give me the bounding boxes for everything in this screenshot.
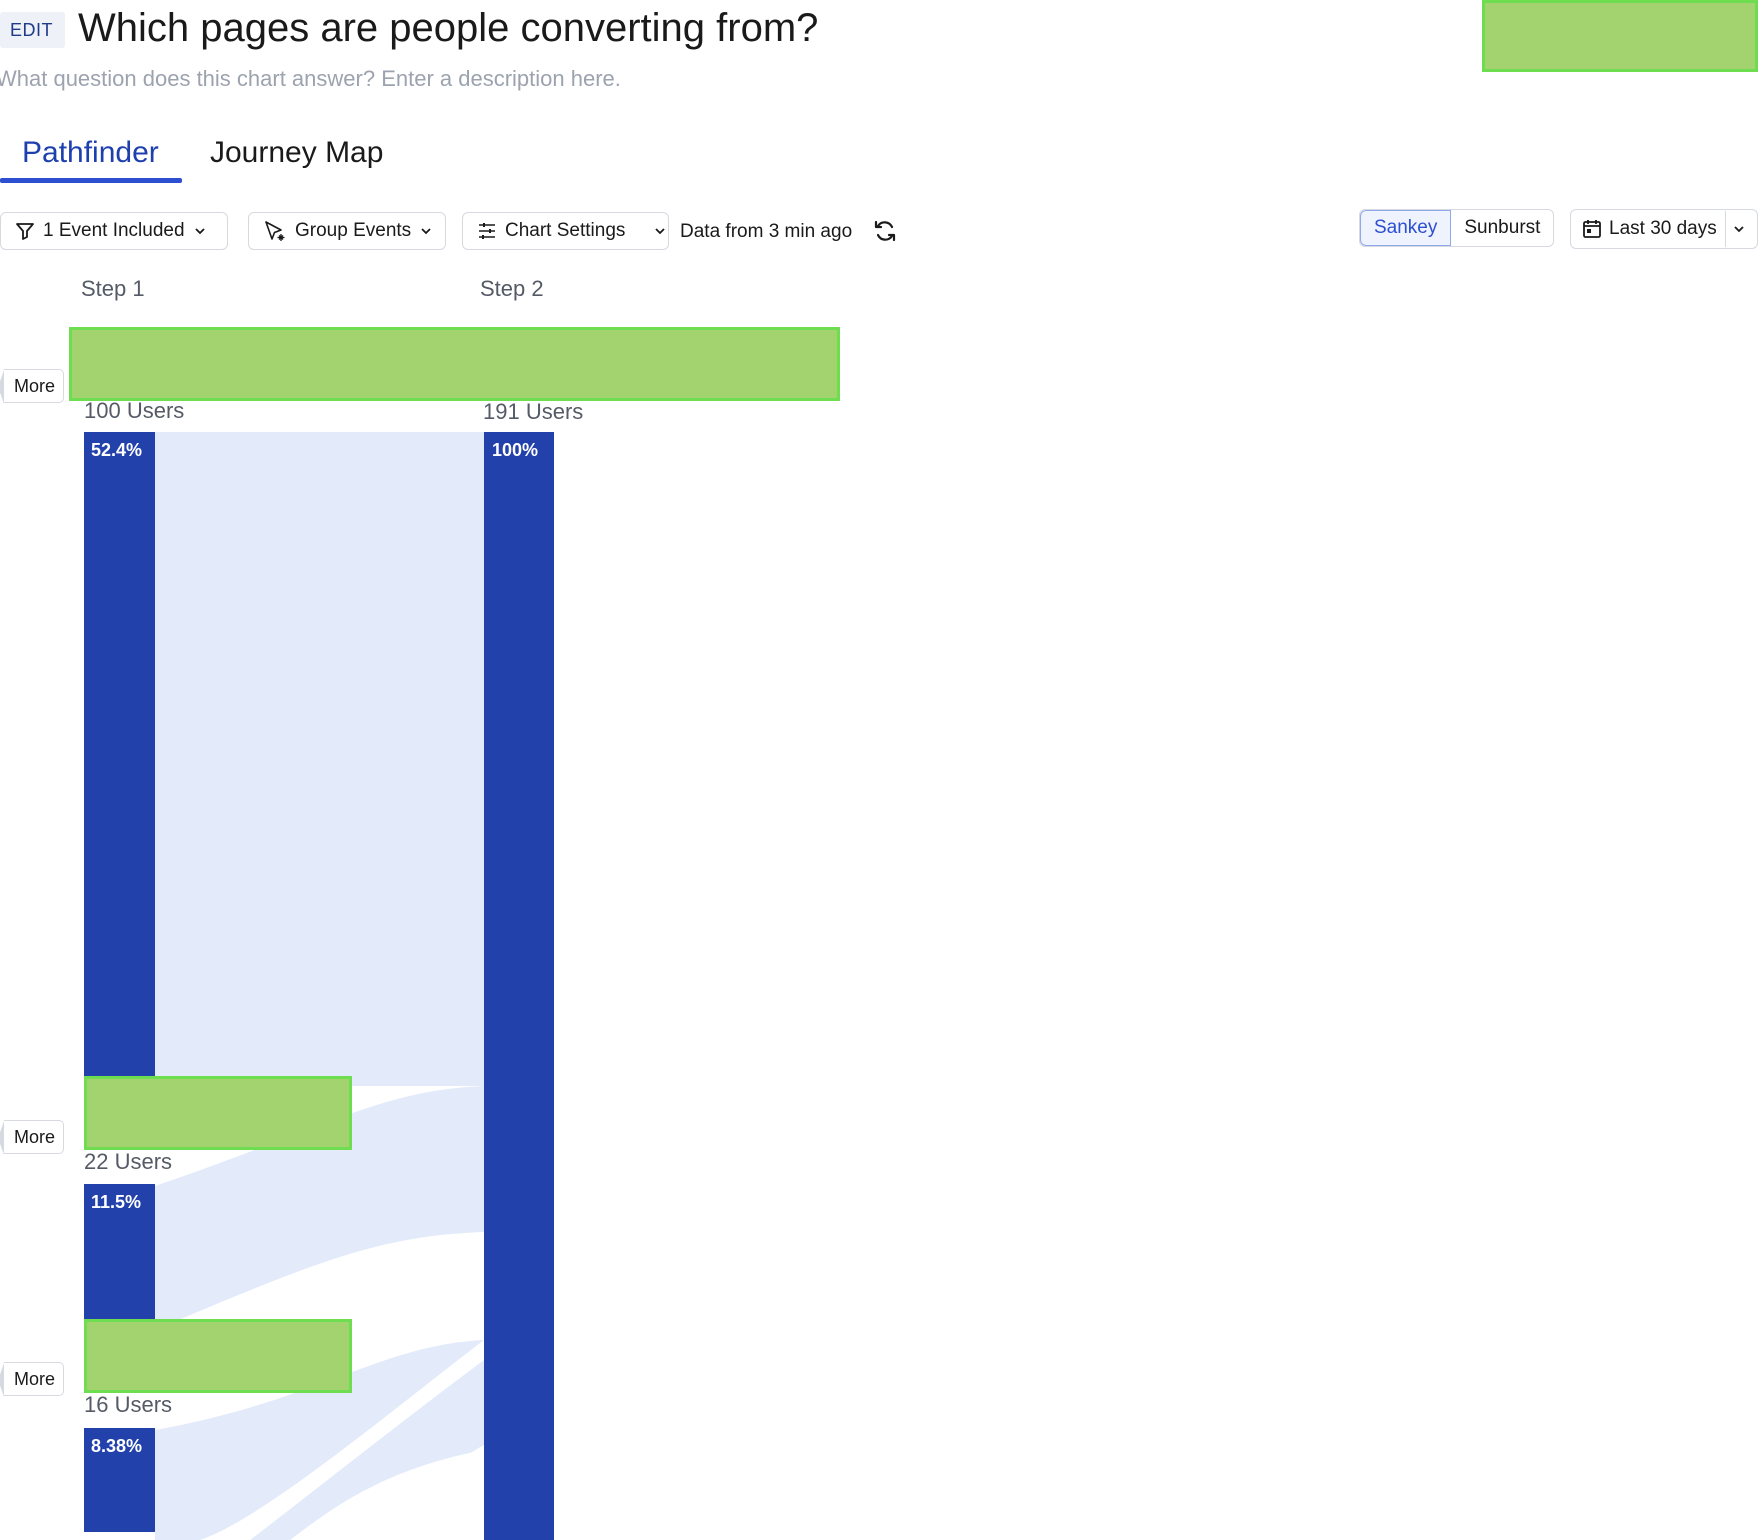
tab-pathfinder[interactable]: Pathfinder bbox=[22, 136, 159, 169]
chart-settings-label: Chart Settings bbox=[505, 220, 626, 241]
split-divider bbox=[1724, 211, 1726, 247]
node-users-label: 100 Users bbox=[84, 398, 185, 423]
tab-journey-map[interactable]: Journey Map bbox=[210, 136, 384, 169]
chevron-down-icon[interactable] bbox=[653, 224, 667, 238]
group-events-label: Group Events bbox=[295, 220, 412, 241]
view-mode-sankey[interactable]: Sankey bbox=[1360, 210, 1452, 246]
events-filter-label: 1 Event Included bbox=[43, 220, 185, 241]
more-button-node-1[interactable]: More bbox=[0, 369, 65, 404]
step1-node-bar[interactable] bbox=[84, 1184, 155, 1328]
more-button-node-3[interactable]: More bbox=[0, 1362, 65, 1397]
chevron-down-icon bbox=[194, 228, 205, 235]
events-filter-button[interactable]: 1 Event Included bbox=[0, 212, 228, 250]
sliders-icon bbox=[479, 223, 495, 239]
filter-icon bbox=[16, 223, 34, 240]
sankey-link-3[interactable] bbox=[155, 1340, 484, 1540]
step2-node-bar[interactable] bbox=[484, 432, 554, 1540]
date-range-label: Last 30 days bbox=[1609, 218, 1717, 239]
node-users-label: 191 Users bbox=[483, 399, 584, 424]
node-users-label: 16 Users bbox=[84, 1392, 173, 1417]
node-users-label: 22 Users bbox=[84, 1149, 173, 1174]
redacted-node-label bbox=[84, 1319, 352, 1393]
sankey-link-1[interactable] bbox=[155, 432, 484, 1086]
sankey-link-5 bbox=[350, 1445, 484, 1540]
node-percent-label: 100% bbox=[492, 440, 539, 460]
step1-node-bar[interactable] bbox=[84, 432, 155, 1086]
redacted-header-action bbox=[1482, 0, 1758, 72]
redacted-node-label bbox=[84, 1076, 352, 1150]
chart-settings-button[interactable]: Chart Settings bbox=[462, 212, 669, 250]
node-percent-label: 52.4% bbox=[91, 440, 143, 460]
step1-node-bar[interactable] bbox=[84, 1428, 155, 1532]
more-button-node-2[interactable]: More bbox=[0, 1120, 65, 1155]
chevron-down-icon bbox=[421, 228, 431, 235]
date-range-picker[interactable]: Last 30 days bbox=[1570, 209, 1758, 249]
step-2-label: Step 2 bbox=[480, 276, 544, 301]
cursor-star-icon bbox=[265, 221, 285, 241]
view-mode-toggle: Sankey Sunburst bbox=[1359, 209, 1555, 247]
data-freshness-label: Data from 3 min ago bbox=[680, 221, 853, 242]
active-tab-indicator bbox=[0, 178, 182, 183]
calendar-icon bbox=[1583, 220, 1601, 238]
refresh-icon[interactable] bbox=[872, 218, 898, 244]
chart-description-placeholder[interactable]: What question does this chart answer? En… bbox=[0, 66, 621, 91]
node-percent-label: 11.5% bbox=[91, 1192, 142, 1212]
chevron-down-icon[interactable] bbox=[1732, 222, 1746, 236]
view-mode-sunburst[interactable]: Sunburst bbox=[1464, 217, 1541, 238]
group-events-button[interactable]: Group Events bbox=[248, 212, 446, 250]
sankey-link-2[interactable] bbox=[155, 1086, 484, 1330]
node-percent-label: 8.38% bbox=[91, 1436, 143, 1456]
redacted-step-label bbox=[69, 327, 840, 401]
page-title[interactable]: Which pages are people converting from? bbox=[78, 6, 819, 50]
step-1-label: Step 1 bbox=[81, 276, 145, 301]
edit-button[interactable]: EDIT bbox=[0, 12, 66, 48]
